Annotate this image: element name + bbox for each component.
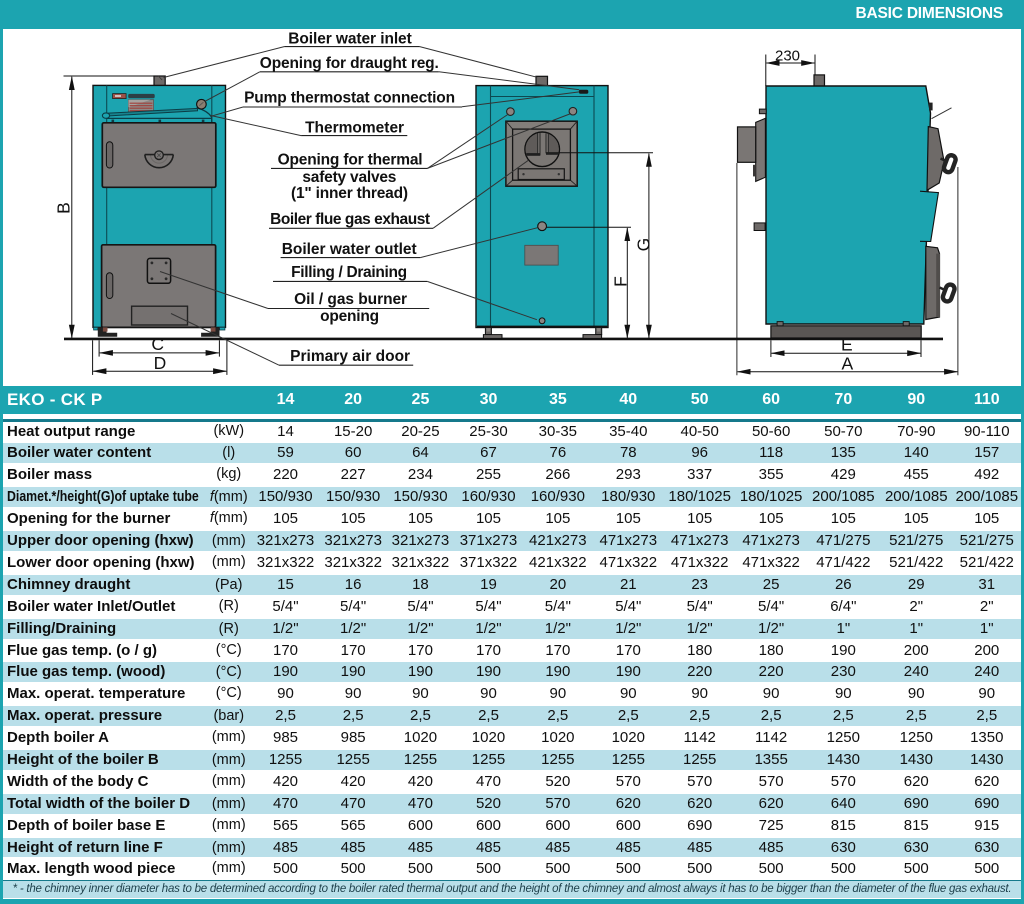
svg-text:D: D [154, 353, 167, 373]
svg-text:A: A [841, 354, 853, 374]
svg-text:Thermometer: Thermometer [305, 119, 404, 136]
svg-text:(1" inner thread): (1" inner thread) [291, 185, 408, 202]
svg-text:safety valves: safety valves [302, 169, 396, 186]
svg-text:B: B [54, 202, 74, 214]
svg-text:Filling / Draining: Filling / Draining [291, 264, 407, 281]
svg-text:F: F [610, 276, 630, 287]
svg-text:Oil / gas burner: Oil / gas burner [294, 291, 407, 308]
svg-text:E: E [841, 334, 853, 354]
svg-text:Opening for draught reg.: Opening for draught reg. [260, 55, 439, 72]
svg-text:Boiler water inlet: Boiler water inlet [288, 30, 412, 47]
svg-text:opening: opening [320, 308, 379, 325]
svg-text:Boiler flue gas exhaust: Boiler flue gas exhaust [270, 211, 430, 228]
svg-text:Boiler water outlet: Boiler water outlet [282, 241, 417, 258]
svg-text:G: G [634, 238, 654, 252]
svg-text:C: C [151, 334, 164, 354]
svg-text:230: 230 [775, 47, 800, 64]
svg-text:Pump thermostat connection: Pump thermostat connection [244, 89, 455, 106]
svg-text:Opening for thermal: Opening for thermal [278, 152, 423, 169]
svg-text:Primary air door: Primary air door [290, 348, 410, 365]
